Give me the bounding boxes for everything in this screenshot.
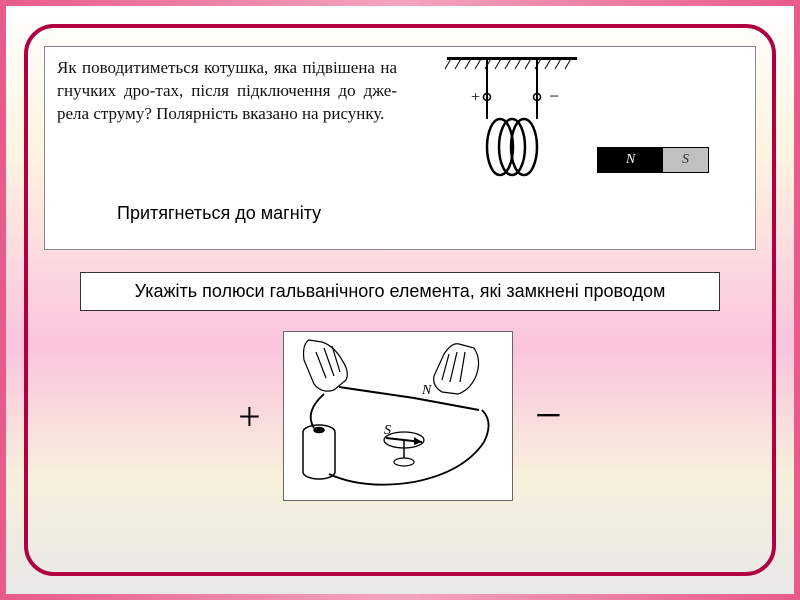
- coil-magnet-diagram: + − N: [407, 57, 743, 197]
- magnet-north-pole: N: [598, 148, 663, 172]
- galvanic-diagram: N S: [283, 331, 513, 501]
- question-text: Як поводитиметься котушка, яка підвішена…: [57, 57, 397, 197]
- coil-diagram-svg: + −: [407, 57, 727, 197]
- galvanic-row: +: [44, 331, 756, 501]
- minus-sign: −: [535, 402, 562, 431]
- svg-text:+: +: [471, 89, 480, 106]
- question-answer: Притягнеться до магніту: [117, 203, 743, 224]
- bar-magnet: N S: [597, 147, 709, 173]
- question-box: Як поводитиметься котушка, яка підвішена…: [44, 46, 756, 250]
- instruction-box: Укажіть полюси гальванічного елемента, я…: [80, 272, 720, 311]
- galvanic-svg: N S: [284, 332, 514, 502]
- plus-sign: +: [238, 393, 261, 440]
- slide-outer-frame: Як поводитиметься котушка, яка підвішена…: [0, 0, 800, 600]
- compass-n-label: N: [421, 383, 432, 398]
- compass-s-label: S: [384, 423, 391, 438]
- svg-text:−: −: [549, 86, 559, 106]
- question-layout: Як поводитиметься котушка, яка підвішена…: [57, 57, 743, 197]
- magnet-south-pole: S: [663, 148, 708, 172]
- content-frame: Як поводитиметься котушка, яка підвішена…: [24, 24, 776, 576]
- slide-background: Як поводитиметься котушка, яка підвішена…: [6, 6, 794, 594]
